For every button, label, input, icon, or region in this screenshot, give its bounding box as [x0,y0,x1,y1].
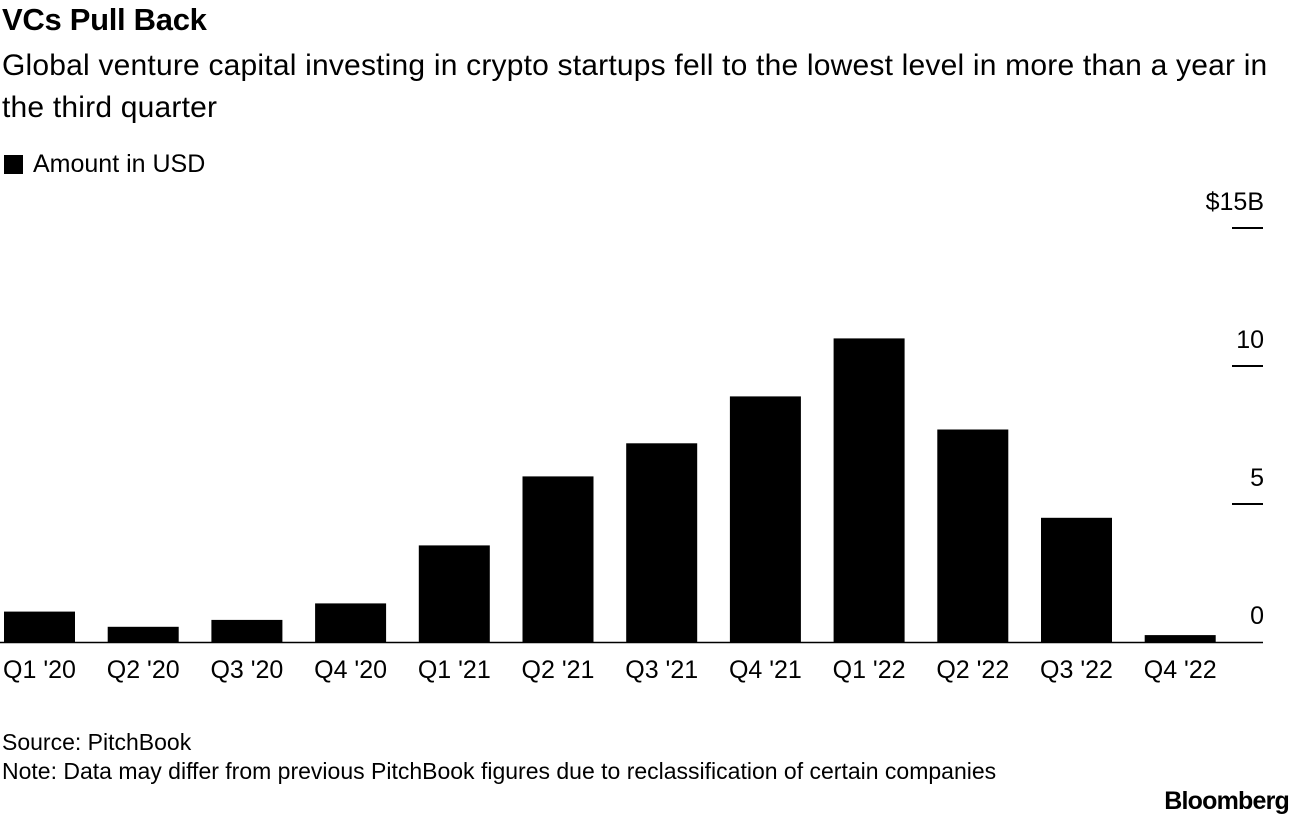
bloomberg-logo: Bloomberg [1164,787,1289,815]
bar-q2-20 [107,626,179,642]
y-tick-label: 0 [1250,602,1264,630]
bar-q4-22 [1144,635,1216,642]
x-tick-label: Q1 '22 [833,656,906,684]
x-tick-label: Q4 '22 [1144,656,1217,684]
chart-title: VCs Pull Back [2,2,207,37]
legend-label: Amount in USD [33,149,206,178]
x-tick-label: Q3 '22 [1040,656,1113,684]
x-tick-label: Q3 '21 [625,656,698,684]
chart-subtitle: Global venture capital investing in cryp… [2,49,1268,124]
bar-q3-20 [211,619,283,642]
source-note: Source: PitchBook [2,729,192,755]
bar-q4-21 [729,396,801,642]
bar-q3-21 [626,443,698,642]
bar-q1-22 [833,338,905,642]
y-axis: 0 5 10 $15B [0,188,1264,644]
bar-q2-22 [937,429,1009,642]
y-tick-label: $15B [1206,188,1264,216]
data-note: Note: Data may differ from previous Pitc… [2,758,997,784]
legend: Amount in USD [4,148,205,180]
y-tick-label: 5 [1250,464,1264,492]
x-tick-label: Q2 '20 [107,656,180,684]
legend-swatch [4,154,23,174]
bar-q1-21 [418,545,490,642]
y-tick-label: 10 [1236,326,1264,354]
x-tick-label: Q4 '20 [314,656,387,684]
x-tick-label: Q1 '21 [418,656,491,684]
bar-q3-22 [1041,517,1112,642]
x-axis: Q1 '20 Q2 '20 Q3 '20 Q4 '20 Q1 '21 Q2 '21 Q3 '… [3,656,1217,684]
x-tick-label: Q2 '22 [936,656,1009,684]
x-tick-label: Q2 '21 [522,656,595,684]
x-tick-label: Q1 '20 [3,656,76,684]
bar-q1-20 [4,611,75,642]
bar-q2-21 [522,476,594,642]
bar-q4-20 [315,603,387,642]
bars-layer [4,338,1216,642]
x-tick-label: Q3 '20 [210,656,283,684]
x-tick-label: Q4 '21 [729,656,802,684]
